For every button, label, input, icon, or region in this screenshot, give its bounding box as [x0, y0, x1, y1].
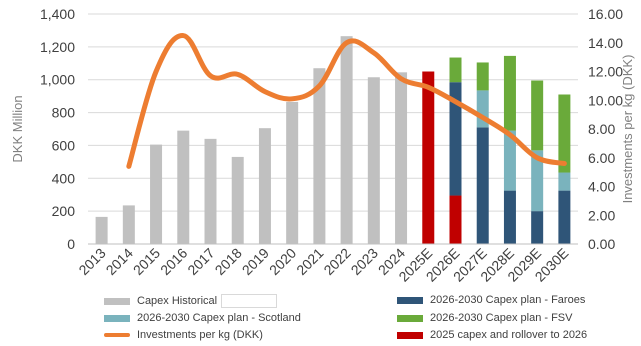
bar-capex-historical [204, 138, 217, 244]
y-right-tick-label: 12.00 [588, 64, 623, 80]
line-investments-per-kg [126, 33, 567, 169]
bar-2026-2030-capex-plan-fsv [476, 62, 489, 91]
legend-item-faroes: 2026-2030 Capex plan - Faroes [397, 294, 585, 306]
legend-label: 2026-2030 Capex plan - Scotland [137, 312, 301, 324]
bar-2026-2030-capex-plan-fsv [558, 94, 571, 173]
y-left-tick-label: 1,000 [40, 72, 75, 88]
legend-label: 2025 capex and rollover to 2026 [430, 329, 588, 341]
y-right-tick-label: 6.00 [588, 150, 615, 166]
legend-item-scotland: 2026-2030 Capex plan - Scotland [104, 312, 301, 324]
bar-2026-2030-capex-plan-scotland [503, 130, 516, 191]
bar-capex-historical [258, 128, 271, 244]
y-left-tick-label: 800 [52, 105, 76, 121]
legend-item-2025-capex: 2025 capex and rollover to 2026 [397, 329, 587, 341]
legend-item-capex-historical: Capex Historical [104, 294, 278, 308]
legend-label: Capex Historical [137, 295, 218, 307]
y-right-axis-title: Investments per kg (DKK) [620, 55, 635, 204]
y-right-tick-label: 14.00 [588, 35, 623, 51]
legend-swatch [104, 314, 130, 322]
bar-capex-historical [177, 130, 190, 244]
bar-2026-2030-capex-plan-faroes [558, 190, 571, 244]
bar-capex-historical [150, 144, 163, 244]
bar-capex-historical [231, 156, 244, 244]
bar-capex-historical [340, 36, 353, 244]
bar-2026-2030-capex-plan-faroes [449, 82, 462, 196]
bar-2026-2030-capex-plan-faroes [503, 190, 516, 244]
legend-label: 2026-2030 Capex plan - FSV [430, 312, 573, 324]
y-left-tick-label: 1,200 [40, 39, 75, 55]
y-left-tick-label: 200 [52, 203, 76, 219]
bar-2026-2030-capex-plan-fsv [449, 57, 462, 83]
bar-2026-2030-capex-plan-faroes [476, 127, 489, 244]
y-left-tick-label: 0 [67, 236, 75, 252]
legend-swatch [104, 297, 130, 305]
legend-line-swatch [104, 333, 130, 337]
bar-2026-2030-capex-plan-fsv [503, 55, 516, 131]
bar-2026-2030-capex-plan-fsv [531, 80, 544, 151]
y-right-tick-label: 0.00 [588, 236, 615, 252]
legend-swatch [397, 331, 423, 339]
bar-2025-capex-and-rollover-to-2026 [422, 71, 435, 244]
y-right-tick-label: 16.00 [588, 6, 623, 22]
bar-2026-2030-capex-plan-faroes [531, 211, 544, 244]
bar-capex-historical [367, 77, 380, 244]
legend-swatch [397, 314, 423, 322]
legend-swatch [397, 296, 423, 304]
y-right-tick-label: 2.00 [588, 207, 615, 223]
y-right-tick-label: 8.00 [588, 121, 615, 137]
y-right-tick-label: 4.00 [588, 179, 615, 195]
bar-capex-historical [395, 72, 408, 244]
bar-capex-historical [286, 101, 299, 245]
bar-capex-historical [122, 205, 135, 244]
bar-capex-historical [95, 216, 108, 244]
y-left-tick-label: 400 [52, 170, 76, 186]
legend-label: 2026-2030 Capex plan - Faroes [430, 294, 586, 306]
bar-2026-2030-capex-plan-scotland [558, 172, 571, 191]
legend-item-investments-per-kg: Investments per kg (DKK) [104, 329, 263, 341]
legend-item-fsv: 2026-2030 Capex plan - FSV [397, 312, 572, 324]
bar-capex-historical [313, 68, 326, 244]
legend-label: Investments per kg (DKK) [137, 329, 263, 341]
y-left-tick-label: 600 [52, 137, 76, 153]
y-right-tick-label: 10.00 [588, 92, 623, 108]
y-left-tick-label: 1,400 [40, 6, 75, 22]
bar-2025-capex-and-rollover-to-2026 [449, 195, 462, 244]
y-left-axis-title: DKK Million [10, 95, 25, 162]
legend-blank-box [221, 294, 278, 308]
bar-2026-2030-capex-plan-scotland [531, 150, 544, 212]
